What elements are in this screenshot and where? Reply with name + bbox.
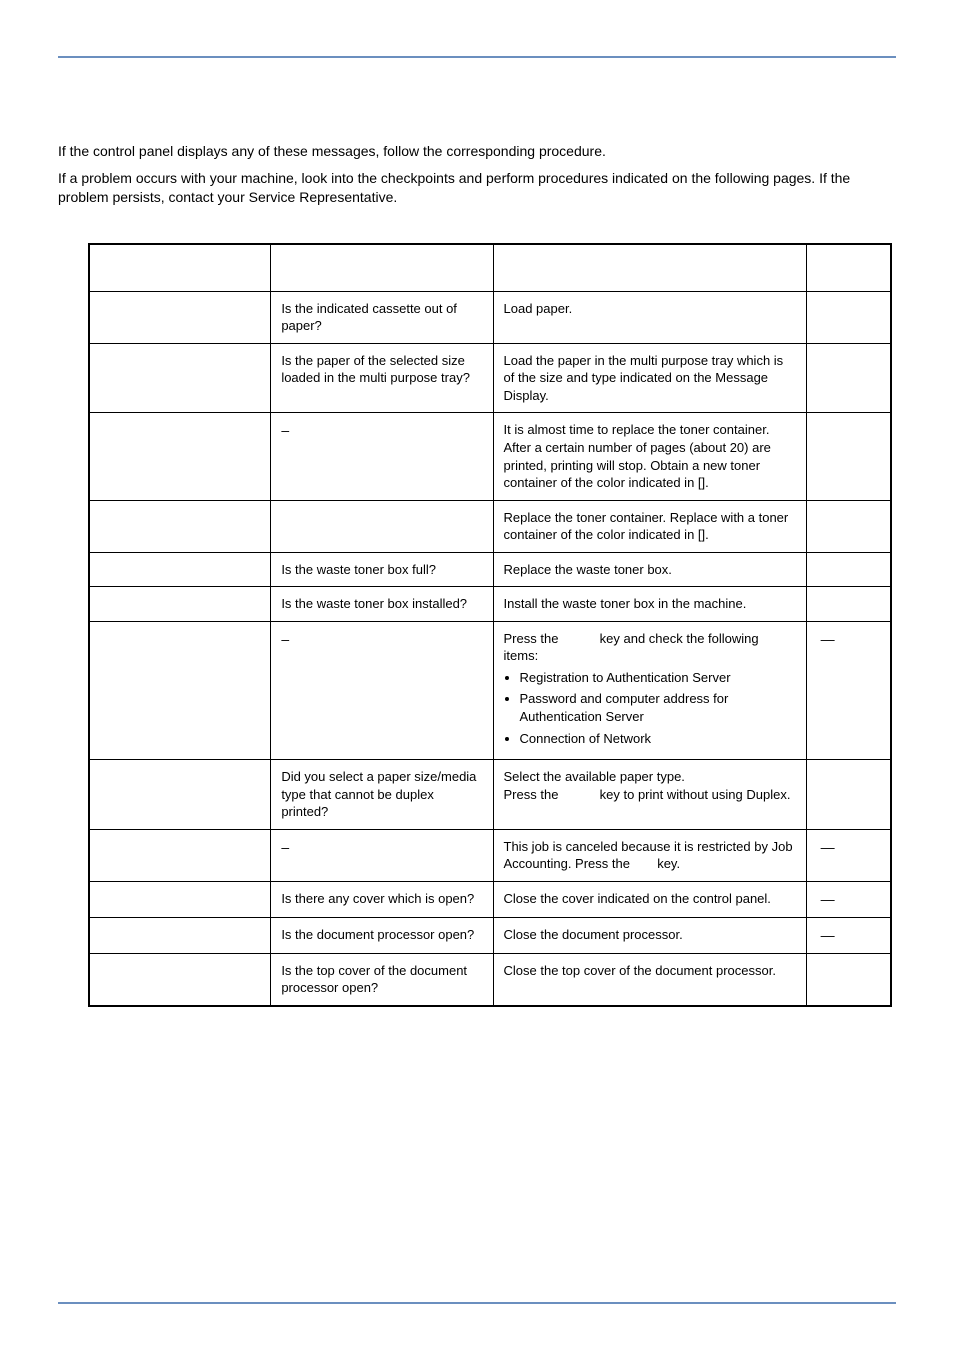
table-row: Is the waste toner box full? Replace the… [89, 552, 891, 587]
message-cell [89, 760, 271, 830]
reference-dash: — [821, 927, 835, 943]
message-cell [89, 829, 271, 881]
action-text-part: Press the [504, 631, 563, 646]
message-cell [89, 291, 271, 343]
table-row: Is the waste toner box installed? Instal… [89, 587, 891, 622]
table-row: – Press the key and check the following … [89, 621, 891, 759]
message-cell [89, 881, 271, 917]
reference-cell [806, 552, 891, 587]
action-cell: Select the available paper type. Press t… [493, 760, 806, 830]
reference-cell [806, 291, 891, 343]
checkpoint-cell: – [271, 413, 493, 500]
checkpoint-cell [271, 500, 493, 552]
col-header-4 [806, 244, 891, 292]
dash-value: – [281, 631, 289, 647]
reference-cell [806, 760, 891, 830]
action-cell: Close the cover indicated on the control… [493, 881, 806, 917]
reference-cell: — [806, 621, 891, 759]
reference-cell: — [806, 917, 891, 953]
table-row: – This job is canceled because it is res… [89, 829, 891, 881]
checkpoint-cell: – [271, 621, 493, 759]
list-item: Password and computer address for Authen… [520, 690, 796, 725]
reference-cell [806, 587, 891, 622]
message-cell [89, 552, 271, 587]
table-row: – It is almost time to replace the toner… [89, 413, 891, 500]
action-text-part: Press the [504, 787, 563, 802]
checkpoint-cell: Is the document processor open? [271, 917, 493, 953]
message-cell [89, 621, 271, 759]
checkpoint-cell: Did you select a paper size/media type t… [271, 760, 493, 830]
table-row: Is the indicated cassette out of paper? … [89, 291, 891, 343]
action-text-part: key. [654, 856, 681, 871]
action-cell: Load the paper in the multi purpose tray… [493, 343, 806, 413]
message-cell [89, 953, 271, 1006]
checkpoint-cell: – [271, 829, 493, 881]
reference-cell: — [806, 881, 891, 917]
table-row: Is there any cover which is open? Close … [89, 881, 891, 917]
table-header-row [89, 244, 891, 292]
list-item: Connection of Network [520, 730, 796, 748]
message-cell [89, 500, 271, 552]
message-cell [89, 587, 271, 622]
action-cell: Close the document processor. [493, 917, 806, 953]
action-cell: Replace the waste toner box. [493, 552, 806, 587]
bottom-divider [58, 1302, 896, 1304]
checkpoint-cell: Is the indicated cassette out of paper? [271, 291, 493, 343]
top-divider [58, 56, 896, 58]
action-text-part: key to print without using Duplex. [596, 787, 790, 802]
action-cell: This job is canceled because it is restr… [493, 829, 806, 881]
action-cell: Press the key and check the following it… [493, 621, 806, 759]
col-header-1 [89, 244, 271, 292]
action-text-part: This job is canceled because it is restr… [504, 839, 793, 872]
reference-cell [806, 413, 891, 500]
col-header-3 [493, 244, 806, 292]
message-cell [89, 343, 271, 413]
checkpoint-cell: Is the top cover of the document process… [271, 953, 493, 1006]
page: If the control panel displays any of the… [0, 0, 954, 1350]
table-row: Is the document processor open? Close th… [89, 917, 891, 953]
checkpoint-cell: Is the waste toner box installed? [271, 587, 493, 622]
checkpoint-cell: Is there any cover which is open? [271, 881, 493, 917]
reference-cell: — [806, 829, 891, 881]
reference-cell [806, 953, 891, 1006]
reference-dash: — [821, 891, 835, 907]
table-row: Is the paper of the selected size loaded… [89, 343, 891, 413]
action-cell: Load paper. [493, 291, 806, 343]
message-cell [89, 413, 271, 500]
troubleshooting-table-wrap: Is the indicated cassette out of paper? … [88, 243, 892, 1007]
reference-cell [806, 343, 891, 413]
troubleshooting-table: Is the indicated cassette out of paper? … [88, 243, 892, 1007]
message-cell [89, 917, 271, 953]
checkpoint-cell: Is the paper of the selected size loaded… [271, 343, 493, 413]
dash-value: – [281, 839, 289, 855]
action-text-line: Select the available paper type. [504, 769, 685, 784]
reference-dash: — [821, 839, 835, 855]
col-header-2 [271, 244, 493, 292]
table-row: Is the top cover of the document process… [89, 953, 891, 1006]
dash-value: – [281, 422, 289, 438]
action-cell: Install the waste toner box in the machi… [493, 587, 806, 622]
table-row: Did you select a paper size/media type t… [89, 760, 891, 830]
intro-paragraph-1: If the control panel displays any of the… [58, 142, 896, 161]
checkpoint-cell: Is the waste toner box full? [271, 552, 493, 587]
action-cell: It is almost time to replace the toner c… [493, 413, 806, 500]
reference-dash: — [821, 631, 835, 647]
action-cell: Replace the toner container. Replace wit… [493, 500, 806, 552]
action-bullet-list: Registration to Authentication Server Pa… [504, 669, 796, 747]
table-row: Replace the toner container. Replace wit… [89, 500, 891, 552]
list-item: Registration to Authentication Server [520, 669, 796, 687]
action-cell: Close the top cover of the document proc… [493, 953, 806, 1006]
reference-cell [806, 500, 891, 552]
intro-paragraph-2: If a problem occurs with your machine, l… [58, 169, 896, 207]
